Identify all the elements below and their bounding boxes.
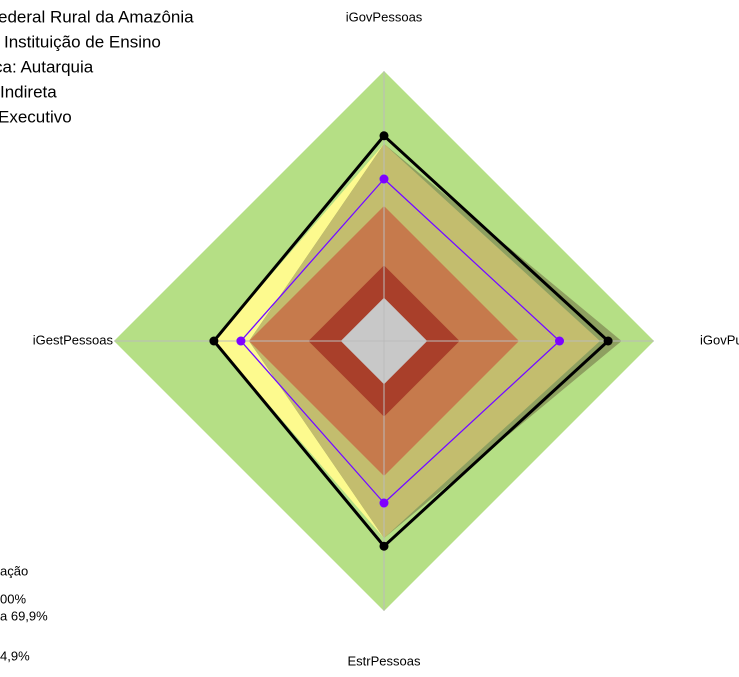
- axis-label: iGovPessoas: [346, 9, 423, 24]
- legend-text: 4,9%: [0, 648, 30, 663]
- series-point: [379, 498, 389, 508]
- series-point: [209, 336, 219, 346]
- title-line: Indireta: [0, 82, 57, 101]
- title-line: Instituição de Ensino: [4, 32, 161, 51]
- legend-text: 00%: [0, 591, 26, 606]
- axis-label: EstrPessoas: [348, 653, 421, 668]
- title-line: ederal Rural da Amazônia: [0, 7, 194, 26]
- legend-text: a 69,9%: [0, 608, 48, 623]
- title-line: Executivo: [0, 107, 72, 126]
- axis-label: iGestPessoas: [33, 332, 114, 347]
- series-point: [379, 131, 389, 141]
- axis-label: iGovPub: [700, 332, 739, 347]
- series-point: [555, 336, 564, 346]
- legend-text: ação: [0, 563, 28, 578]
- series-point: [379, 174, 389, 184]
- title-line: ca: Autarquia: [0, 57, 94, 76]
- series-point: [236, 336, 246, 346]
- series-point: [603, 336, 613, 346]
- series-point: [379, 541, 389, 551]
